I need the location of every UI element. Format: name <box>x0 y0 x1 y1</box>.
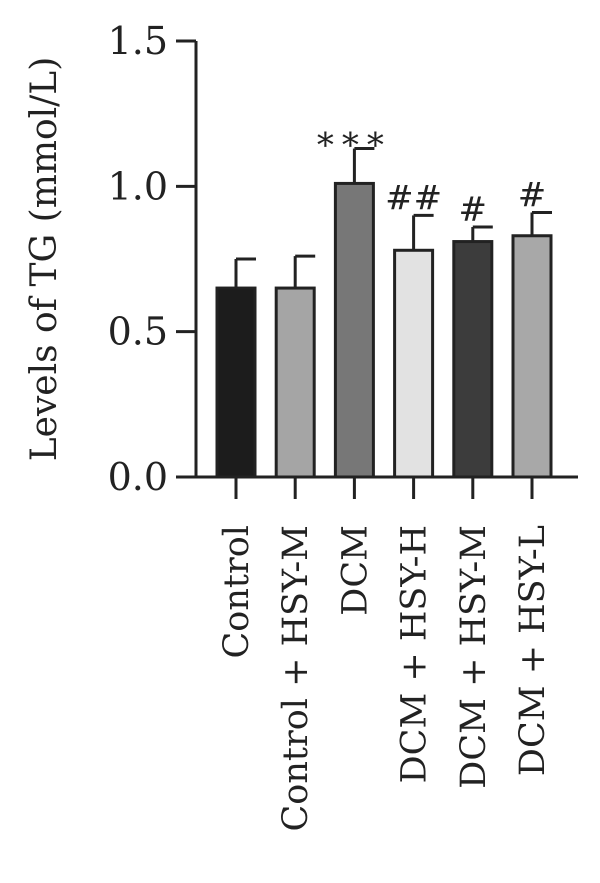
significance-label: # <box>459 190 488 230</box>
x-tick-label: DCM + HSY-L <box>513 525 553 776</box>
x-tick-label: DCM + HSY-H <box>395 525 435 783</box>
y-axis-label: Levels of TG (mmol/L) <box>24 57 65 462</box>
significance-label: # <box>518 175 547 215</box>
y-tick-label: 1.0 <box>108 164 168 208</box>
significance-label: ## <box>385 178 442 218</box>
bar <box>274 286 316 479</box>
x-tick-label: Control + HSY-M <box>276 525 316 831</box>
x-tick-label: Control <box>217 525 257 658</box>
x-tick-label: DCM + HSY-M <box>454 525 494 789</box>
y-tick-label: 0.0 <box>108 455 168 499</box>
y-tick-label: 1.5 <box>108 19 168 63</box>
y-tick-label: 0.5 <box>108 310 168 354</box>
bars: ***## # # <box>215 126 553 479</box>
significance-label: *** <box>317 126 392 166</box>
bar <box>393 248 435 479</box>
bar <box>452 240 494 479</box>
bar <box>333 181 375 479</box>
bar <box>215 286 257 479</box>
bar <box>511 234 553 479</box>
y-ticks: 0.0 0.5 1.0 1.5 <box>108 19 196 499</box>
x-tick-label: DCM <box>335 525 375 616</box>
x-ticks: Control Control + HSY-M DCM DCM + HSY-H DCM … <box>217 477 553 831</box>
